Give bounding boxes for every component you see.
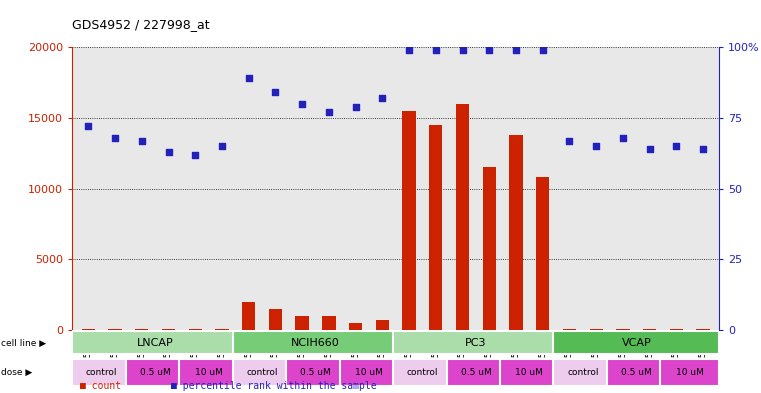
Bar: [81, 329, 95, 330]
Point: [537, 47, 549, 53]
Point: [135, 138, 148, 144]
Text: LNCAP: LNCAP: [137, 338, 174, 348]
Bar: [393, 359, 452, 386]
Bar: [482, 167, 496, 330]
Bar: [233, 359, 291, 386]
Point: [563, 138, 575, 144]
Point: [296, 101, 308, 107]
Text: VCAP: VCAP: [622, 338, 651, 348]
Bar: [179, 359, 238, 386]
Point: [109, 134, 121, 141]
Bar: [429, 125, 442, 330]
Bar: [643, 329, 656, 330]
Bar: [269, 309, 282, 330]
Point: [243, 75, 255, 81]
Point: [162, 149, 174, 155]
Point: [670, 143, 683, 149]
Bar: [72, 359, 131, 386]
Point: [403, 47, 416, 53]
Text: ■ count: ■ count: [80, 381, 121, 391]
Bar: [616, 329, 629, 330]
Text: 0.5 uM: 0.5 uM: [140, 368, 170, 377]
Text: control: control: [406, 368, 438, 377]
Text: 0.5 uM: 0.5 uM: [300, 368, 331, 377]
Bar: [403, 111, 416, 330]
Text: 10 uM: 10 uM: [355, 368, 383, 377]
Bar: [607, 359, 666, 386]
Bar: [661, 359, 719, 386]
Bar: [349, 323, 362, 330]
Bar: [108, 329, 122, 330]
Bar: [590, 329, 603, 330]
Text: GDS4952 / 227998_at: GDS4952 / 227998_at: [72, 18, 210, 31]
Bar: [72, 331, 238, 354]
Bar: [233, 331, 399, 354]
Bar: [242, 302, 256, 330]
Bar: [376, 320, 389, 330]
Text: ■ percentile rank within the sample: ■ percentile rank within the sample: [171, 381, 377, 391]
Bar: [553, 359, 613, 386]
Bar: [339, 359, 399, 386]
Bar: [563, 329, 576, 330]
Text: 0.5 uM: 0.5 uM: [621, 368, 651, 377]
Point: [269, 89, 282, 95]
Text: control: control: [247, 368, 278, 377]
Point: [82, 123, 94, 130]
Point: [617, 134, 629, 141]
Bar: [456, 104, 470, 330]
Text: dose ▶: dose ▶: [1, 368, 32, 377]
Bar: [553, 331, 719, 354]
Bar: [670, 329, 683, 330]
Point: [189, 152, 202, 158]
Bar: [135, 329, 148, 330]
Bar: [189, 329, 202, 330]
Bar: [126, 359, 185, 386]
Text: 10 uM: 10 uM: [195, 368, 222, 377]
Point: [323, 109, 335, 116]
Point: [590, 143, 602, 149]
Bar: [447, 359, 505, 386]
Point: [216, 143, 228, 149]
Text: 10 uM: 10 uM: [515, 368, 543, 377]
Bar: [536, 177, 549, 330]
Text: NCIH660: NCIH660: [291, 338, 340, 348]
Text: PC3: PC3: [465, 338, 486, 348]
Bar: [322, 316, 336, 330]
Text: cell line ▶: cell line ▶: [1, 338, 46, 347]
Bar: [295, 316, 309, 330]
Point: [376, 95, 388, 101]
Text: control: control: [86, 368, 117, 377]
Bar: [215, 329, 228, 330]
Bar: [509, 135, 523, 330]
Bar: [286, 359, 345, 386]
Bar: [162, 329, 175, 330]
Point: [697, 146, 709, 152]
Bar: [500, 359, 559, 386]
Bar: [393, 331, 559, 354]
Bar: [696, 329, 710, 330]
Text: control: control: [567, 368, 599, 377]
Point: [510, 47, 522, 53]
Point: [349, 103, 361, 110]
Point: [483, 47, 495, 53]
Text: 0.5 uM: 0.5 uM: [460, 368, 492, 377]
Point: [457, 47, 469, 53]
Point: [644, 146, 656, 152]
Text: 10 uM: 10 uM: [676, 368, 704, 377]
Point: [430, 47, 442, 53]
